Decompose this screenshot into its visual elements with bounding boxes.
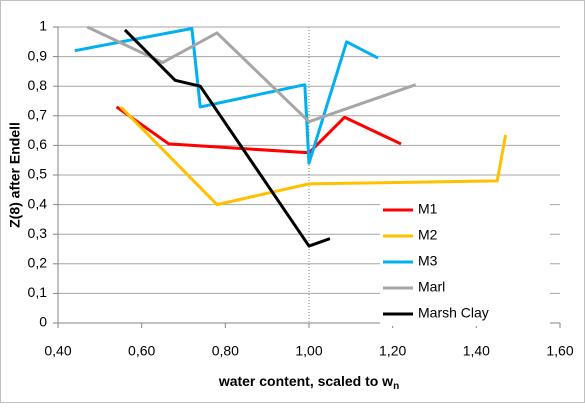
x-tick-label: 1,00 — [295, 343, 322, 359]
legend-label: M3 — [418, 253, 438, 269]
y-tick-label: 0,8 — [28, 77, 48, 93]
series-line — [123, 28, 331, 248]
x-tick-label: 0,80 — [212, 343, 239, 359]
y-tick-label: 0,1 — [28, 284, 48, 300]
legend-label: Marsh Clay — [418, 305, 489, 321]
x-axis-label: water content, scaled to wn — [218, 373, 399, 392]
y-tick-label: 0,3 — [28, 225, 48, 241]
y-tick-label: 0,5 — [28, 166, 48, 182]
x-axis-label-subscript: n — [393, 381, 399, 392]
x-tick-label: 0,60 — [128, 343, 155, 359]
x-tick-label: 1,40 — [463, 343, 490, 359]
series-line — [119, 105, 508, 207]
legend-label: M2 — [418, 227, 438, 243]
y-tick-label: 0,7 — [28, 107, 48, 123]
y-tick-label: 0,2 — [28, 255, 48, 271]
legend-label: M1 — [418, 201, 438, 217]
y-axis-label: Z(8) after Endell — [7, 122, 23, 228]
y-tick-label: 0,9 — [28, 47, 48, 63]
x-axis-label-text: water content, scaled to w — [218, 373, 393, 389]
y-tick-label: 1 — [39, 18, 47, 34]
x-tick-label: 0,40 — [44, 343, 71, 359]
y-tick-label: 0 — [39, 314, 47, 330]
y-tick-label: 0,6 — [28, 136, 48, 152]
legend-label: Marl — [418, 279, 445, 295]
series-line — [86, 25, 417, 124]
x-tick-label: 1,20 — [379, 343, 406, 359]
y-tick-label: 0,4 — [28, 195, 48, 211]
x-tick-label: 1,60 — [546, 343, 573, 359]
series-line — [74, 26, 379, 165]
